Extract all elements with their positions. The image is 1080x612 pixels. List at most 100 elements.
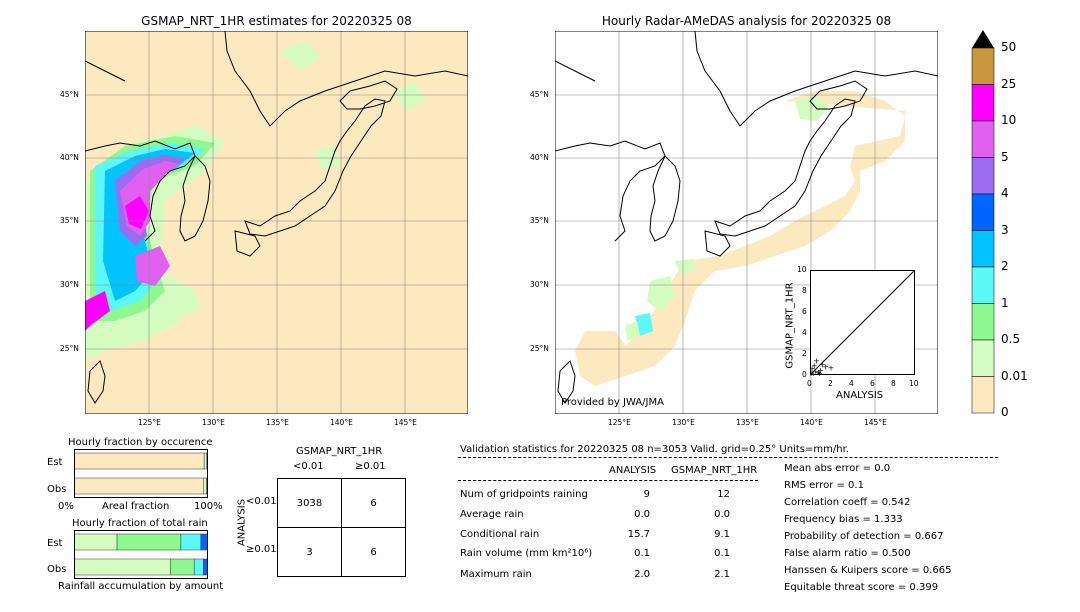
score-line: Correlation coeff = 0.542	[784, 497, 911, 508]
rain-fraction-bar-chart	[74, 530, 208, 579]
scatter-xtick: 10	[909, 379, 919, 388]
left-graticule	[85, 31, 468, 414]
bar-segment	[203, 452, 208, 470]
right-lon-label: 140°E	[800, 418, 823, 427]
scatter-point: +	[813, 356, 820, 365]
scatter-ytick: 4	[802, 328, 807, 337]
scatter-point: +	[828, 364, 835, 373]
scatter-xtick: 2	[828, 379, 833, 388]
one-to-one-line	[810, 270, 916, 376]
colorbar-block	[971, 47, 995, 85]
validation-col-analysis: ANALYSIS	[609, 465, 657, 476]
validation-row-gsmap: 0.0	[714, 509, 730, 520]
colorbar-label: 1	[1001, 295, 1009, 310]
scatter-ytick: 0	[802, 370, 807, 379]
validation-row-gsmap: 0.1	[714, 548, 730, 559]
rain-fraction-footer: Rainfall accumulation by amount	[58, 581, 224, 592]
rain-row-est: Est	[47, 538, 63, 549]
right-lon-label: 135°E	[736, 418, 759, 427]
scatter-point: +	[811, 362, 818, 371]
validation-subdivider	[458, 480, 758, 481]
occurrence-bar-chart	[74, 449, 208, 498]
right-lat-label: 30°N	[530, 280, 549, 289]
validation-row-analysis: 9	[643, 489, 650, 500]
left-lat-label: 25°N	[60, 344, 79, 353]
score-line: Hanssen & Kuipers score = 0.665	[784, 565, 952, 576]
colorbar-block	[971, 230, 995, 268]
bar-segment	[203, 477, 207, 495]
scatter-point: +	[817, 366, 824, 375]
scatter-ylabel: GSMAP_NRT_1HR	[784, 282, 796, 369]
bar-segment	[74, 558, 171, 576]
credit-text: Provided by JWA/JMA	[561, 397, 664, 408]
right-lat-label: 40°N	[530, 153, 549, 162]
bar-segment	[74, 452, 205, 470]
scatter-xlabel: ANALYSIS	[836, 390, 884, 401]
left-lat-label: 35°N	[60, 216, 79, 225]
occurrence-row-est: Est	[47, 457, 63, 468]
validation-row-gsmap: 2.1	[714, 569, 730, 580]
colorbar-label: 10	[1001, 113, 1017, 127]
scatter-point: +	[810, 370, 817, 376]
validation-col-gsmap: GSMAP_NRT_1HR	[671, 465, 758, 476]
colorbar-extend-arrow	[972, 30, 994, 48]
scatter-point: +	[810, 369, 814, 376]
left-lon-label: 130°E	[202, 418, 225, 427]
colorbar-label: 0.5	[1001, 332, 1021, 346]
right-lon-label: 145°E	[864, 418, 887, 427]
colorbar-label: 50	[1001, 40, 1017, 54]
validation-row-label: Num of gridpoints raining	[460, 489, 588, 500]
contingency-col2: ≥0.01	[355, 461, 386, 472]
left-lon-label: 140°E	[330, 418, 353, 427]
score-line: False alarm ratio = 0.500	[784, 548, 911, 559]
left-map	[85, 31, 468, 414]
colorbar	[971, 30, 995, 414]
validation-row-analysis: 15.7	[627, 529, 650, 540]
score-line: Mean abs error = 0.0	[784, 463, 891, 474]
colorbar-label: 5	[1001, 149, 1009, 164]
left-lon-label: 135°E	[266, 418, 289, 427]
bar-segment	[180, 533, 202, 551]
bar-segment	[203, 558, 208, 576]
occurrence-axis-right: 100%	[194, 501, 223, 512]
colorbar-block	[971, 84, 995, 122]
scatter-point: +	[816, 369, 823, 376]
scatter-xtick: 4	[849, 379, 854, 388]
score-line: Equitable threat score = 0.399	[784, 582, 939, 593]
validation-row-label: Conditional rain	[460, 529, 540, 540]
left-lat-label: 40°N	[60, 153, 79, 162]
colorbar-block	[971, 157, 995, 195]
validation-header: Validation statistics for 20220325 08 n=…	[460, 444, 849, 455]
occurrence-row-obs: Obs	[47, 484, 67, 495]
validation-row-analysis: 0.1	[634, 548, 650, 559]
colorbar-block	[971, 376, 995, 414]
rain-fraction-title: Hourly fraction of total rain	[72, 518, 208, 529]
right-lat-label: 45°N	[530, 90, 549, 99]
right-analysis-coverage	[575, 91, 905, 386]
right-lat-label: 35°N	[530, 216, 549, 225]
scatter-ytick: 8	[802, 286, 807, 295]
right-lon-label: 125°E	[608, 418, 631, 427]
occurrence-axis-left: 0%	[58, 501, 74, 512]
bar-segment	[74, 477, 205, 495]
left-lat-label: 45°N	[60, 90, 79, 99]
left-rain-field	[85, 41, 425, 361]
contingency-row1: <0.01	[246, 496, 277, 507]
scatter-point: +	[819, 361, 826, 370]
colorbar-label: 2	[1001, 259, 1009, 273]
right-lat-label: 25°N	[530, 344, 549, 353]
colorbar-block	[971, 266, 995, 304]
colorbar-block	[971, 120, 995, 158]
scatter-ytick: 10	[797, 265, 807, 274]
score-line: Probability of detection = 0.667	[784, 531, 944, 542]
validation-row-analysis: 2.0	[634, 569, 650, 580]
validation-divider	[458, 457, 998, 458]
left-lon-label: 125°E	[138, 418, 161, 427]
bar-segment	[170, 558, 195, 576]
contingency-cell: 3038	[277, 478, 342, 528]
scatter-plot: ++++ ++++ ++++	[810, 270, 916, 376]
colorbar-label: 25	[1001, 76, 1017, 91]
colorbar-label: 0.01	[1001, 368, 1028, 383]
right-lon-label: 130°E	[672, 418, 695, 427]
validation-row-label: Maximum rain	[460, 569, 532, 580]
